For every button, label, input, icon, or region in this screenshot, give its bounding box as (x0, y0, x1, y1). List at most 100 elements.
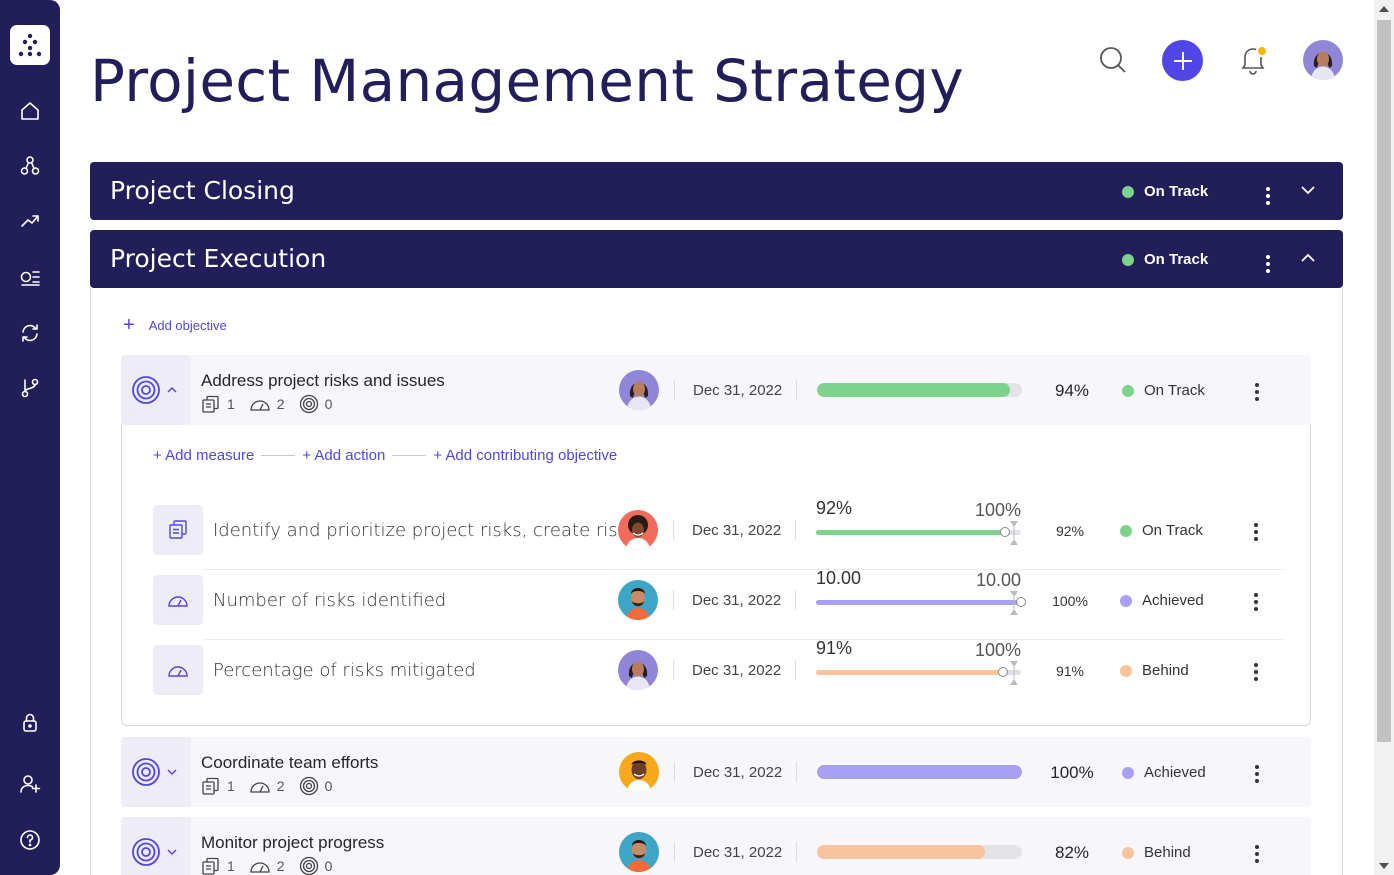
target-marker-icon (1010, 591, 1018, 615)
objective-row[interactable]: Monitor project progress 1 2 0 Dec 31, 2… (121, 817, 1311, 875)
progress-handle[interactable] (997, 667, 1008, 677)
progress-percent: 94% (1054, 381, 1090, 400)
progress-percent: 92% (1055, 523, 1085, 539)
actions-count: 2 (249, 857, 285, 875)
gauge-icon (153, 575, 203, 625)
owner-avatar[interactable] (619, 370, 659, 410)
section-project-execution[interactable]: Project Execution On Track (90, 230, 1343, 288)
current-value: 91% (816, 638, 853, 658)
chevron-up-icon[interactable] (1300, 252, 1316, 264)
action-name: Percentage of risks mitigated (213, 660, 476, 681)
action-row[interactable]: Number of risks identified Dec 31, 2022 … (153, 568, 1284, 640)
add-measure-link[interactable]: + Add measure (153, 447, 255, 464)
progress-bar (816, 530, 1021, 535)
objective-counts: 1 2 0 (201, 394, 346, 414)
progress-bar (817, 765, 1022, 779)
add-action-link[interactable]: + Add action (302, 447, 386, 464)
owner-avatar[interactable] (619, 832, 659, 872)
list-icon[interactable] (17, 264, 43, 290)
sync-icon[interactable] (17, 320, 43, 346)
objective-details-panel (121, 424, 1311, 726)
measure-row[interactable]: Identify and prioritize project risks, c… (153, 498, 1284, 570)
status-dot (1122, 384, 1134, 397)
progress-percent: 100% (1050, 763, 1094, 782)
target-icon (132, 838, 160, 866)
chevron-down-icon (167, 769, 177, 776)
contributing-count: 0 (299, 776, 332, 796)
more-options-icon[interactable] (1254, 383, 1260, 401)
more-options-icon[interactable] (1265, 187, 1271, 205)
section-project-closing[interactable]: Project Closing On Track (90, 162, 1343, 220)
divider (795, 590, 796, 610)
add-objective-label: Add objective (148, 317, 227, 333)
add-user-icon[interactable] (17, 771, 43, 797)
status-dot (1122, 846, 1134, 859)
progress-fill (816, 670, 1003, 675)
owner-avatar[interactable] (618, 510, 658, 550)
add-contributing-objective-link[interactable]: + Add contributing objective (433, 447, 618, 464)
measures-count: 1 (201, 777, 235, 795)
owner-avatar[interactable] (618, 580, 658, 620)
vertical-scrollbar[interactable] (1374, 0, 1394, 875)
action-row[interactable]: Percentage of risks mitigated Dec 31, 20… (153, 638, 1284, 710)
target-marker-icon (1010, 661, 1018, 685)
owner-avatar[interactable] (619, 752, 659, 792)
progress-handle[interactable] (999, 527, 1010, 537)
more-options-icon[interactable] (1253, 523, 1259, 541)
section-title: Project Execution (110, 244, 327, 273)
status-badge: On Track (1120, 522, 1203, 539)
progress-fill (816, 600, 1021, 605)
objective-row[interactable]: Coordinate team efforts 1 2 0 Dec 31, 20… (121, 737, 1311, 807)
due-date: Dec 31, 2022 (693, 764, 783, 781)
more-options-icon[interactable] (1253, 593, 1259, 611)
trend-icon[interactable] (17, 208, 43, 234)
target-icon (299, 856, 318, 875)
status-dot (1122, 253, 1134, 266)
notification-badge (1256, 45, 1268, 57)
status-badge: Achieved (1122, 764, 1206, 781)
objective-row[interactable]: Address project risks and issues 1 2 0 D… (121, 355, 1311, 425)
search-icon[interactable] (1098, 45, 1128, 75)
divider (673, 520, 674, 540)
objective-toggle[interactable] (121, 817, 191, 875)
more-options-icon[interactable] (1253, 663, 1259, 681)
logo-icon[interactable] (10, 25, 50, 65)
scroll-up-icon[interactable] (1379, 6, 1389, 12)
more-options-icon[interactable] (1265, 255, 1271, 273)
progress-handle[interactable] (1016, 597, 1026, 607)
section-title: Project Closing (110, 176, 295, 205)
chevron-down-icon[interactable] (1300, 184, 1316, 196)
status-badge: On Track (1122, 183, 1208, 200)
add-links: + Add measure + Add action + Add contrib… (153, 447, 617, 464)
home-icon[interactable] (17, 98, 43, 124)
chevron-up-icon (167, 386, 177, 393)
more-options-icon[interactable] (1254, 765, 1260, 783)
row-divider (203, 569, 1284, 570)
objective-toggle[interactable] (121, 737, 191, 807)
progress-percent: 91% (1055, 663, 1085, 679)
progress-percent: 100% (1052, 593, 1088, 609)
more-options-icon[interactable] (1254, 845, 1260, 863)
user-avatar[interactable] (1303, 40, 1343, 80)
scroll-down-icon[interactable] (1379, 863, 1389, 869)
help-icon[interactable] (17, 827, 43, 853)
objective-toggle[interactable] (121, 355, 191, 425)
status-badge: Behind (1120, 662, 1189, 679)
lock-icon[interactable] (17, 709, 43, 735)
add-objective-button[interactable]: + Add objective (123, 315, 227, 335)
branch-icon[interactable] (17, 375, 43, 401)
objective-name: Address project risks and issues (201, 371, 445, 390)
target-icon (132, 758, 160, 786)
divider (796, 380, 797, 400)
owner-avatar[interactable] (618, 650, 658, 690)
connector-line (261, 455, 296, 456)
add-button[interactable] (1162, 40, 1203, 81)
hierarchy-icon[interactable] (17, 153, 43, 179)
status-label: Behind (1142, 662, 1189, 679)
target-value: 100% (974, 640, 1021, 660)
divider (674, 380, 675, 400)
scroll-thumb[interactable] (1377, 20, 1391, 742)
status-label: On Track (1144, 251, 1209, 268)
status-dot (1120, 664, 1132, 677)
objective-name: Monitor project progress (201, 833, 385, 852)
